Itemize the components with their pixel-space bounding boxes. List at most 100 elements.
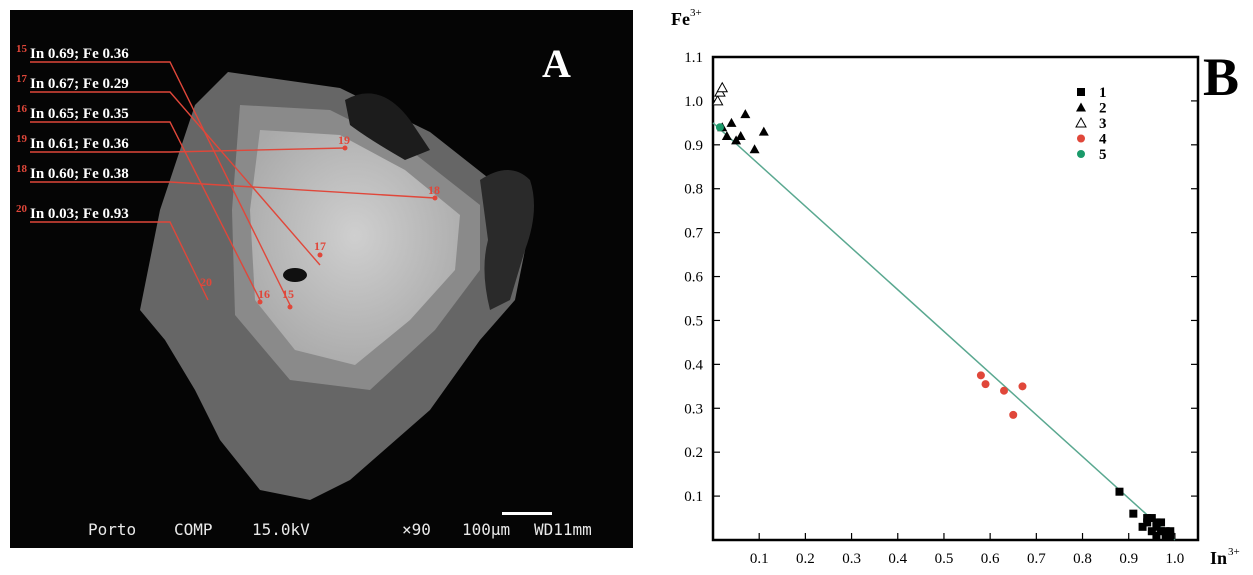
data-point-series-4 <box>1000 386 1008 395</box>
crystal-rough-edge-2 <box>480 170 534 310</box>
callout-label-text: In 0.61; Fe 0.36 <box>30 136 129 152</box>
sem-voltage: 15.0kV <box>252 520 310 539</box>
legend-marker-5 <box>1077 150 1085 158</box>
point-label-17: 17 <box>314 239 326 253</box>
callout-label-17: 17 In 0.67; Fe 0.29 <box>16 73 129 93</box>
callout-label-number: 15 <box>16 43 27 55</box>
data-point-series-1 <box>1157 527 1166 536</box>
callout-line-19 <box>30 147 346 153</box>
legend-marker-1 <box>1077 88 1085 96</box>
data-point-series-4 <box>1018 382 1027 391</box>
y-tick-label: 0.9 <box>684 138 703 154</box>
callout-label-18: 18 In 0.60; Fe 0.38 <box>16 163 129 183</box>
legend-label-3: 3 <box>1099 116 1107 132</box>
data-point-series-4 <box>981 380 990 389</box>
analysis-points <box>257 145 438 310</box>
sem-image-panel: 19 18 17 20 16 15 A 15 In 0.69; Fe 0.36 17 In 0.… <box>10 10 633 548</box>
callout-label-text: In 0.67; Fe 0.29 <box>30 76 129 92</box>
data-point-series-2 <box>758 126 769 136</box>
legend-marker-2 <box>1076 102 1086 112</box>
panel-letter-a: A <box>542 41 571 86</box>
data-point-series-1 <box>1152 522 1161 531</box>
scale-bar <box>502 512 552 515</box>
x-tick-label: 0.4 <box>888 551 907 567</box>
sem-info-bar: Porto COMP 15.0kV ×90 100µm WD11mm <box>10 508 633 548</box>
data-point-series-2 <box>726 117 737 127</box>
y-tick-label: 0.1 <box>684 489 703 505</box>
callout-label-number: 17 <box>16 73 27 85</box>
legend-label-5: 5 <box>1099 147 1107 163</box>
callout-lines <box>30 61 436 306</box>
point-label-20: 20 <box>200 275 212 289</box>
plot-frame <box>711 55 1200 542</box>
y-tick-label: 0.2 <box>684 445 703 461</box>
data-point-series-1 <box>1147 527 1156 536</box>
callout-label-text: In 0.03; Fe 0.93 <box>30 206 129 222</box>
data-point-series-1 <box>1143 514 1152 523</box>
sem-scale: 100µm <box>462 520 511 539</box>
x-tick-label: 0.7 <box>1027 551 1046 567</box>
legend-label-4: 4 <box>1099 132 1107 148</box>
data-point-series-1 <box>1152 531 1161 540</box>
x-axis-label-sup: 3+ <box>1228 546 1240 558</box>
x-tick-label: 0.8 <box>1073 551 1092 567</box>
data-point-series-1 <box>1147 514 1156 523</box>
legend-label-1: 1 <box>1099 85 1107 101</box>
analysis-point-16 <box>257 299 263 305</box>
trend-line <box>712 122 1176 541</box>
legend-label-2: 2 <box>1099 101 1107 117</box>
x-tick-label: 0.9 <box>1119 551 1138 567</box>
data-point-series-5 <box>715 123 724 132</box>
sem-working-distance: WD11mm <box>534 520 592 539</box>
data-point-series-1 <box>1115 487 1124 496</box>
point-label-16: 16 <box>258 287 270 301</box>
data-point-series-2 <box>735 131 746 141</box>
x-tick-label: 0.6 <box>981 551 1000 567</box>
inclusion <box>283 268 307 282</box>
callout-label-16: 16 In 0.65; Fe 0.35 <box>16 103 129 123</box>
data-point-series-1 <box>1161 531 1170 540</box>
sem-operator: Porto <box>88 520 137 539</box>
callout-label-number: 18 <box>16 163 27 175</box>
data-point-series-2 <box>740 109 751 119</box>
y-tick-label: 0.7 <box>684 226 703 242</box>
data-point-series-1 <box>1157 518 1166 527</box>
point-label-15: 15 <box>282 287 294 301</box>
data-point-series-1 <box>1143 518 1152 527</box>
point-label-19: 19 <box>338 133 350 147</box>
data-point-series-3 <box>711 94 724 106</box>
callout-label-19: 19 In 0.61; Fe 0.36 <box>16 133 129 153</box>
y-tick-label: 0.5 <box>684 313 703 329</box>
x-tick-label: 0.3 <box>842 551 861 567</box>
data-point-series-4 <box>1009 410 1018 419</box>
y-axis-label-sup: 3+ <box>690 7 702 19</box>
legend-marker-4 <box>1077 134 1085 143</box>
point-label-18: 18 <box>428 183 440 197</box>
x-axis-label: In <box>1210 548 1227 568</box>
sem-image: 19 18 17 20 16 15 <box>30 61 552 515</box>
y-axis-label: Fe <box>671 9 690 29</box>
y-tick-label: 1.1 <box>684 50 703 66</box>
callout-label-text: In 0.60; Fe 0.38 <box>30 166 129 182</box>
data-point-series-2 <box>749 144 760 154</box>
sem-mode: COMP <box>174 520 213 539</box>
callout-line-20 <box>30 221 209 301</box>
data-point-series-1 <box>1166 531 1175 540</box>
data-point-series-3 <box>716 81 729 93</box>
callout-line-15 <box>30 61 291 306</box>
sem-magnification: ×90 <box>402 520 431 539</box>
analysis-point-15 <box>287 304 293 310</box>
analysis-point-19 <box>342 145 348 151</box>
callout-label-text: In 0.65; Fe 0.35 <box>30 106 129 122</box>
analysis-point-17 <box>317 252 323 258</box>
callout-label-15: 15 In 0.69; Fe 0.36 <box>16 43 129 63</box>
scatter-chart: 0.1 0.2 0.3 0.4 0.5 0.6 0.7 0.8 0.9 1.0 1.1 0.1 0.2 0… <box>671 7 1240 568</box>
data-point-series-4 <box>976 371 985 380</box>
y-tick-label: 0.6 <box>684 270 703 286</box>
x-tick-label: 0.5 <box>935 551 954 567</box>
callout-label-number: 19 <box>16 133 27 145</box>
callout-line-18 <box>30 181 436 199</box>
data-point-series-1 <box>1129 509 1138 518</box>
data-point-series-1 <box>1152 518 1161 527</box>
x-tick-label: 0.1 <box>750 551 769 567</box>
